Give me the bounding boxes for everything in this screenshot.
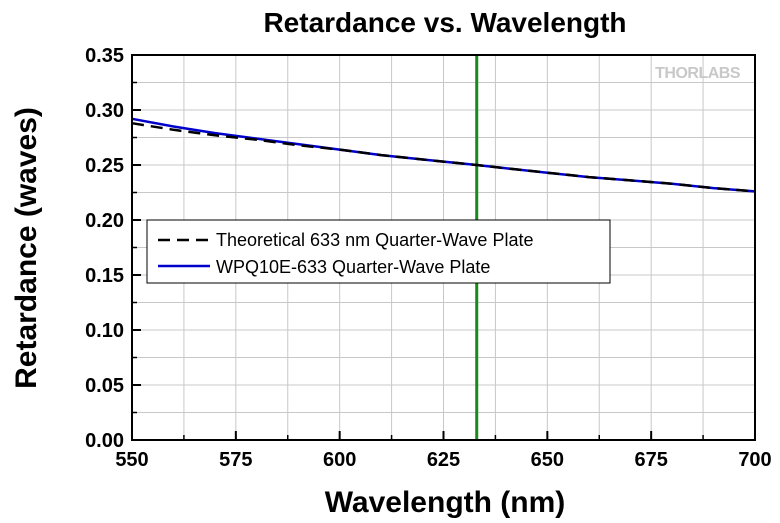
chart-title: Retardance vs. Wavelength — [263, 7, 626, 38]
x-tick-label: 575 — [219, 449, 252, 471]
y-axis-ticks: 0.00 0.05 0.10 0.15 0.20 0.25 0.30 0.35 — [85, 45, 141, 452]
x-tick-label: 550 — [115, 449, 148, 471]
legend-label-measured: WPQ10E-633 Quarter-Wave Plate — [216, 257, 490, 277]
legend-label-theoretical: Theoretical 633 nm Quarter-Wave Plate — [216, 230, 533, 250]
legend-box — [146, 219, 611, 284]
y-tick-label: 0.35 — [85, 45, 124, 67]
thorlabs-logo: THORLABS — [655, 65, 741, 82]
y-tick-label: 0.25 — [85, 155, 124, 177]
y-tick-label: 0.20 — [85, 210, 124, 232]
x-tick-label: 600 — [323, 449, 356, 471]
x-axis-title: Wavelength (nm) — [325, 486, 566, 519]
legend: Theoretical 633 nm Quarter-Wave Plate WP… — [146, 219, 611, 284]
x-tick-label: 650 — [531, 449, 564, 471]
y-tick-label: 0.15 — [85, 265, 124, 287]
y-tick-label: 0.05 — [85, 375, 124, 397]
y-tick-label: 0.00 — [85, 430, 124, 452]
series-theoretical-line — [131, 121, 756, 193]
x-tick-label: 625 — [427, 449, 460, 471]
series-group — [131, 117, 756, 193]
y-tick-label: 0.30 — [85, 100, 124, 122]
x-tick-label: 675 — [634, 449, 667, 471]
y-axis-title: Retardance (waves) — [10, 107, 43, 389]
x-tick-label: 700 — [738, 449, 771, 471]
y-tick-label: 0.10 — [85, 320, 124, 342]
x-axis-ticks: 550 575 600 625 650 675 700 — [115, 431, 772, 471]
